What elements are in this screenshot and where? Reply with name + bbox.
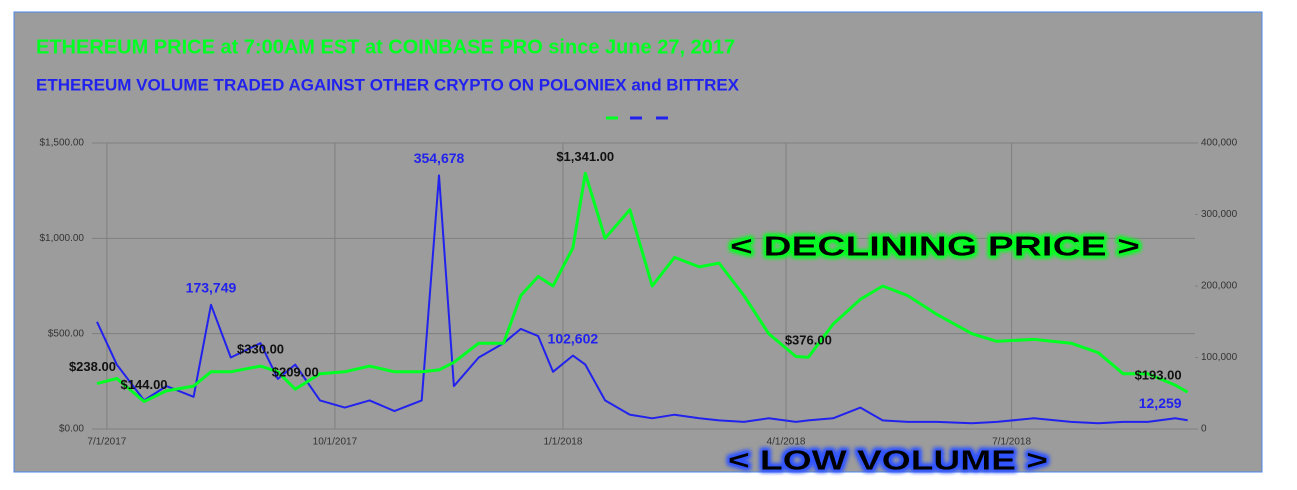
data-label: $376.00 bbox=[785, 333, 832, 348]
data-label: 102,602 bbox=[548, 330, 599, 346]
series-line bbox=[96, 174, 1188, 425]
x-tick-label: 1/1/2018 bbox=[543, 437, 582, 448]
y2-tick-label: 400,000 bbox=[1201, 138, 1238, 149]
x-tick-label: 7/1/2017 bbox=[87, 437, 126, 448]
annotation: < DECLINING PRICE > bbox=[730, 230, 1140, 261]
x-tick-label: 7/1/2018 bbox=[992, 437, 1031, 448]
y-tick-label: $1,000.00 bbox=[40, 233, 85, 244]
data-label: $193.00 bbox=[1135, 368, 1182, 383]
plot: $0.00 $500.00 $1,000.00 $1,500.00 0 100,000 20… bbox=[40, 138, 1238, 448]
y2-tick-label: 0 bbox=[1201, 424, 1207, 435]
chart-title: ETHEREUM PRICE at 7:00AM EST at COINBASE… bbox=[36, 36, 735, 58]
data-label: $330.00 bbox=[237, 342, 284, 357]
chart-subtitle: ETHEREUM VOLUME TRADED AGAINST OTHER CRY… bbox=[36, 75, 740, 94]
data-label: $1,341.00 bbox=[556, 149, 614, 164]
x-tick-label: 4/1/2018 bbox=[767, 437, 806, 448]
data-label: 354,678 bbox=[414, 150, 465, 166]
watermark: imgflip.com bbox=[4, 476, 60, 488]
annotation: < LOW VOLUME > bbox=[728, 444, 1048, 475]
series-line bbox=[96, 171, 1189, 403]
data-label: 173,749 bbox=[186, 279, 237, 295]
y2-tick-label: 300,000 bbox=[1201, 209, 1238, 220]
y-tick-label: $500.00 bbox=[48, 328, 85, 339]
x-tick-label: 10/1/2017 bbox=[313, 437, 358, 448]
bar-markers bbox=[579, 265, 1246, 455]
y-tick-label: $1,500.00 bbox=[40, 138, 85, 149]
y2-tick-label: 200,000 bbox=[1201, 281, 1238, 292]
y-tick-label: $0.00 bbox=[59, 424, 84, 435]
data-label: $238.00 bbox=[69, 359, 116, 374]
data-label: $144.00 bbox=[121, 377, 168, 392]
data-label: 12,259 bbox=[1139, 395, 1182, 411]
y2-tick-label: 100,000 bbox=[1201, 352, 1238, 363]
data-label: $209.00 bbox=[272, 365, 319, 380]
